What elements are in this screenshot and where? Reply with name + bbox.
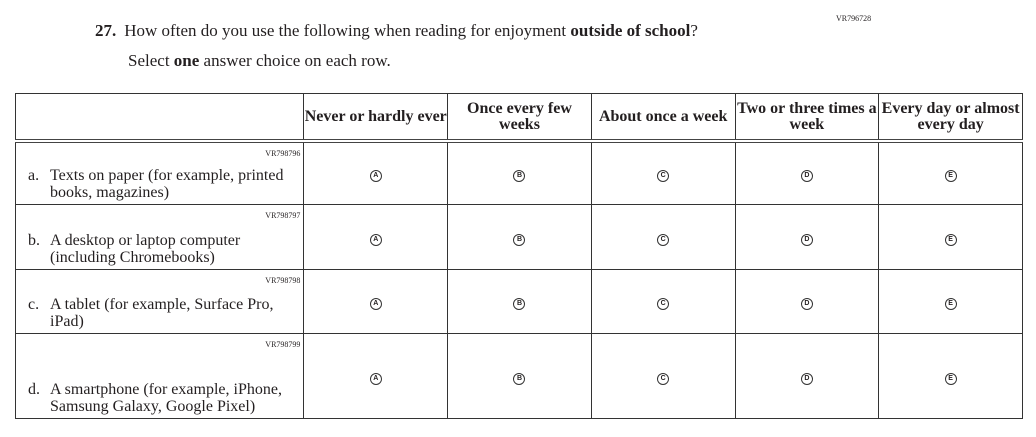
answer-bubble-d[interactable]: D [800, 233, 813, 246]
column-header: Never or hardly ever [303, 93, 449, 143]
answer-bubble-d[interactable]: D [800, 170, 813, 183]
answer-bubble-b[interactable]: B [513, 233, 526, 246]
header-row: Never or hardly ever Once every few weeks… [14, 93, 1023, 143]
row-code: VR798799 [265, 339, 301, 349]
answer-bubble-b[interactable]: B [513, 372, 526, 385]
answer-cell: E [878, 140, 1023, 205]
answer-cell: C [590, 268, 736, 334]
row-code: VR798796 [265, 149, 301, 158]
column-header: Two or three times a week [734, 93, 880, 143]
answer-cell: B [447, 268, 592, 334]
row-label: VR798799 d. A smartphone (for example, iPh… [14, 332, 305, 419]
response-grid: Never or hardly ever Once every few weeks… [14, 93, 1023, 419]
row-text: Texts on paper (for example, printed boo… [50, 166, 284, 201]
answer-bubble-c[interactable]: C [657, 298, 670, 310]
answer-bubble-a[interactable]: A [369, 372, 382, 385]
row-code: VR798798 [265, 275, 301, 285]
answer-bubble-e[interactable]: E [944, 372, 957, 385]
row-letter: a. [28, 166, 40, 184]
answer-cell: C [590, 332, 736, 419]
question-number: 27. [95, 21, 117, 40]
header-blank [14, 93, 305, 143]
row-label: VR798797 b. A desktop or laptop computer (… [14, 203, 305, 270]
answer-bubble-c[interactable]: C [657, 170, 670, 183]
row-label: VR798796 a. Texts on paper (for example, p… [14, 140, 305, 205]
answer-cell: A [303, 140, 449, 205]
answer-cell: A [303, 332, 449, 419]
answer-bubble-b[interactable]: B [513, 170, 526, 183]
answer-bubble-d[interactable]: D [800, 372, 813, 385]
table-row: VR798797 b. A desktop or laptop computer (… [14, 203, 1023, 270]
answer-cell: D [734, 332, 880, 419]
row-text: A smartphone (for example, iPhone, Samsu… [50, 380, 282, 415]
row-letter: b. [28, 231, 40, 249]
answer-cell: B [447, 140, 592, 205]
table-row: VR798796 a. Texts on paper (for example, p… [14, 140, 1023, 205]
answer-bubble-a[interactable]: A [369, 233, 382, 246]
table-row: VR798798 c. A tablet (for example, Surface… [14, 268, 1023, 334]
answer-bubble-e[interactable]: E [944, 233, 957, 246]
answer-bubble-e[interactable]: E [944, 170, 957, 183]
row-letter: d. [28, 380, 40, 398]
column-header: Once every few weeks [447, 93, 592, 143]
answer-cell: B [447, 203, 592, 270]
answer-cell: D [734, 268, 880, 334]
table-row: VR798799 d. A smartphone (for example, iPh… [14, 332, 1023, 419]
instruction: Select one answer choice on each row. [128, 51, 391, 70]
answer-cell: B [447, 332, 592, 419]
answer-bubble-a[interactable]: A [369, 170, 382, 183]
row-text: A desktop or laptop computer (including … [50, 231, 241, 266]
row-code: VR798797 [265, 210, 301, 220]
answer-cell: A [303, 268, 449, 334]
column-header: Every day or almost every day [878, 93, 1023, 143]
answer-cell: C [590, 203, 736, 270]
row-letter: c. [28, 295, 40, 313]
answer-cell: A [303, 203, 449, 270]
answer-cell: E [878, 332, 1023, 419]
answer-bubble-e[interactable]: E [944, 298, 957, 310]
column-header: About once a week [590, 93, 736, 143]
question-code: VR796728 [836, 14, 872, 23]
question-text: 27. How often do you use the following wh… [95, 21, 698, 40]
answer-cell: E [878, 268, 1023, 334]
answer-bubble-c[interactable]: C [657, 233, 670, 246]
answer-bubble-d[interactable]: D [800, 298, 813, 310]
answer-cell: D [734, 140, 880, 205]
answer-cell: C [590, 140, 736, 205]
answer-cell: D [734, 203, 880, 270]
answer-cell: E [878, 203, 1023, 270]
row-label: VR798798 c. A tablet (for example, Surface… [14, 268, 305, 334]
answer-bubble-b[interactable]: B [513, 298, 526, 310]
row-text: A tablet (for example, Surface Pro, iPad… [50, 295, 274, 330]
answer-bubble-c[interactable]: C [657, 372, 670, 385]
answer-bubble-a[interactable]: A [369, 298, 382, 310]
